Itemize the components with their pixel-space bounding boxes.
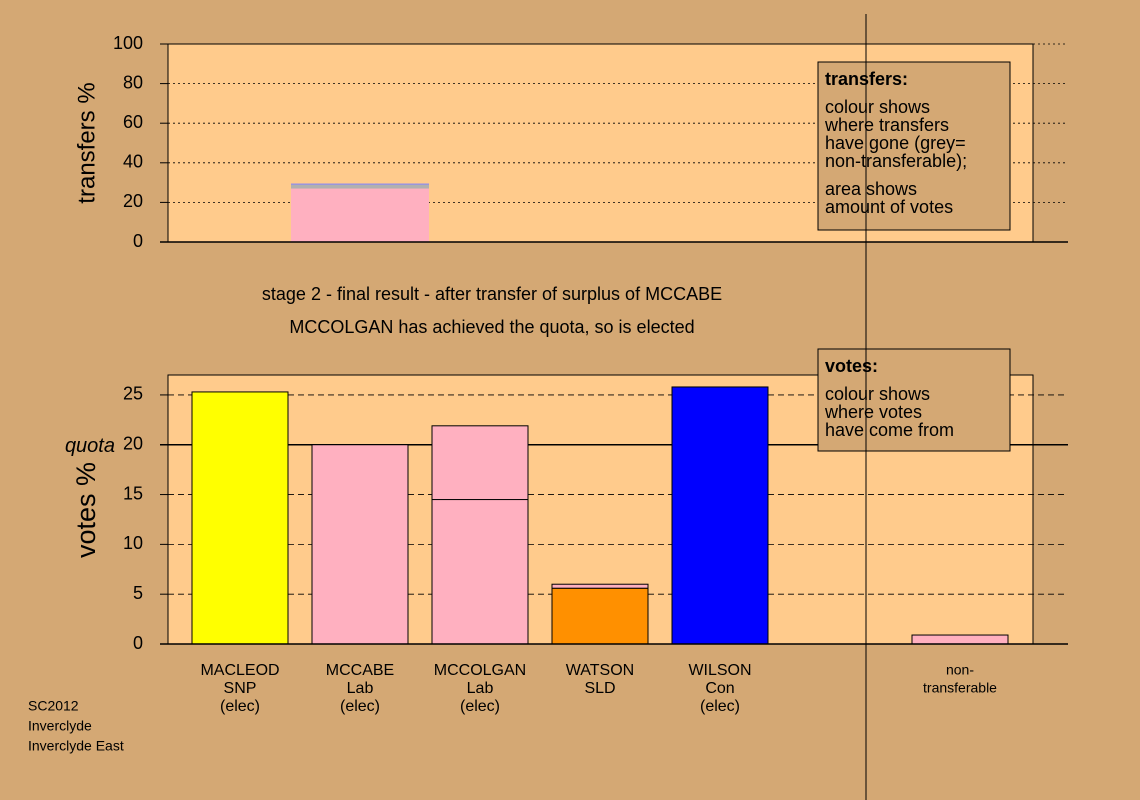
y-tick-label: 20	[123, 433, 143, 453]
x-tick-label: WILSON	[688, 662, 751, 679]
y-tick-label: 40	[123, 152, 143, 172]
legend-box	[817, 61, 1011, 231]
x-tick-label: non-	[946, 662, 974, 678]
y-tick-label: 60	[123, 112, 143, 132]
legend-text: colour shows	[825, 97, 930, 117]
x-tick-label: Con	[705, 680, 734, 697]
legend-box	[817, 348, 1011, 452]
y-tick-label: 20	[123, 191, 143, 211]
legend-text: non-transferable);	[825, 151, 967, 171]
bar-segment	[291, 188, 429, 242]
x-tick-label: MACLEOD	[200, 662, 279, 679]
legend-text: where transfers	[824, 115, 949, 135]
footnote: Inverclyde East	[28, 738, 124, 754]
legend-text: have gone (grey=	[825, 133, 966, 153]
y-tick-label: 15	[123, 483, 143, 503]
y-tick-label: 5	[133, 583, 143, 603]
legend-text: have come from	[825, 420, 954, 440]
x-tick-label: SLD	[584, 680, 615, 697]
x-tick-label: MCCOLGAN	[434, 662, 526, 679]
y-tick-label: 25	[123, 384, 143, 404]
legend-text: colour shows	[825, 384, 930, 404]
x-tick-label: Lab	[347, 680, 374, 697]
legend-text: amount of votes	[825, 197, 953, 217]
bar-segment	[671, 386, 769, 645]
y-axis-title: transfers %	[73, 82, 100, 203]
x-tick-label: Lab	[467, 680, 494, 697]
bar-segment	[911, 634, 1009, 645]
legend-title: transfers:	[825, 69, 908, 89]
legend-text: area shows	[825, 179, 917, 199]
x-tick-label: (elec)	[460, 698, 500, 715]
bar-segment	[431, 425, 529, 501]
bar-segment	[551, 587, 649, 645]
y-tick-label: 10	[123, 533, 143, 553]
footnote: Inverclyde	[28, 718, 92, 734]
x-tick-label: (elec)	[220, 698, 260, 715]
y-tick-label: 0	[133, 633, 143, 653]
bar-segment	[311, 444, 409, 645]
x-tick-label: (elec)	[700, 698, 740, 715]
bar-segment	[551, 583, 649, 589]
footnote: SC2012	[28, 698, 79, 714]
chart-title: stage 2 - final result - after transfer …	[262, 284, 722, 304]
quota-label: quota	[65, 435, 115, 457]
x-tick-label: transferable	[923, 680, 997, 696]
bar-segment	[291, 183, 429, 185]
bar-segment	[431, 499, 529, 645]
x-tick-label: MCCABE	[326, 662, 394, 679]
bar-segment	[291, 184, 429, 189]
legend-title: votes:	[825, 356, 878, 376]
legend-text: where votes	[824, 402, 922, 422]
bar-segment	[191, 391, 289, 645]
x-tick-label: (elec)	[340, 698, 380, 715]
x-tick-label: SNP	[224, 680, 257, 697]
y-tick-label: 80	[123, 72, 143, 92]
y-axis-title: votes %	[71, 462, 101, 558]
y-tick-label: 100	[113, 33, 143, 53]
y-tick-label: 0	[133, 231, 143, 251]
x-tick-label: WATSON	[566, 662, 634, 679]
chart-subtitle: MCCOLGAN has achieved the quota, so is e…	[289, 317, 694, 337]
